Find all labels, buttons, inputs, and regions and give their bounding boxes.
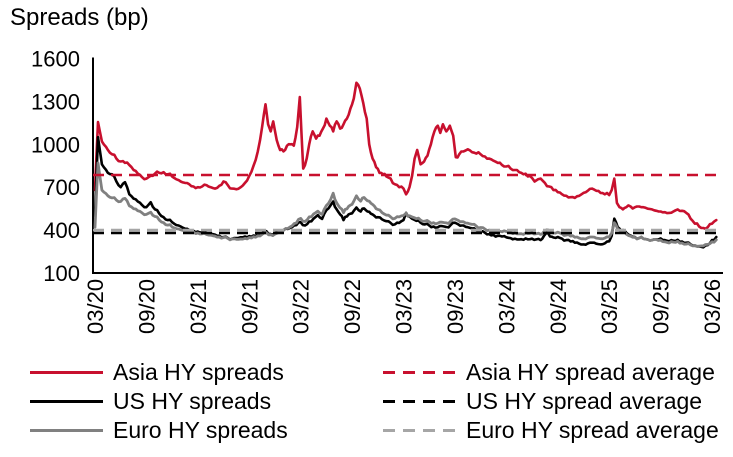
euro-hy-line-sample [30, 429, 103, 432]
x-tick-label: 09/22 [340, 279, 365, 334]
x-tick-label: 09/25 [649, 279, 674, 334]
y-tick-label: 700 [43, 175, 80, 200]
x-tick-label: 03/25 [597, 279, 622, 334]
legend-label: Euro HY spread average [466, 417, 719, 443]
legend-label: Asia HY spreads [113, 359, 284, 385]
euro-hy-average-dash-sample [383, 429, 456, 432]
chart-title: Spreads (bp) [10, 4, 149, 31]
y-tick-label: 1600 [31, 47, 80, 72]
spreads-line-chart: 100 400 700 1000 1300 1600 03/20 09/20 03/21 09/2… [31, 47, 725, 335]
asia-hy-line-sample [30, 371, 103, 374]
legend-label: Asia HY spread average [466, 359, 715, 385]
x-tick-label: 09/23 [443, 279, 468, 334]
legend-label: US HY spreads [113, 388, 272, 414]
legend-column-solid: Asia HY spreads US HY spreads Euro HY sp… [30, 358, 288, 445]
legend-label: Euro HY spreads [113, 417, 288, 443]
y-tick-label: 100 [43, 261, 80, 286]
x-tick-label: 03/20 [83, 279, 108, 334]
x-tick-label: 09/21 [237, 279, 262, 334]
legend-item-us-hy-spreads: US HY spreads [30, 387, 288, 416]
legend-column-average: Asia HY spread average US HY spread aver… [383, 358, 719, 445]
legend-item-euro-hy-spreads: Euro HY spreads [30, 416, 288, 445]
asia-hy-average-dash-sample [383, 371, 456, 374]
asia-hy-spreads-line [93, 81, 718, 231]
y-tick-label: 400 [43, 218, 80, 243]
legend-item-us-hy-average: US HY spread average [383, 387, 719, 416]
legend-item-asia-hy-spreads: Asia HY spreads [30, 358, 288, 387]
x-tick-label: 03/24 [494, 279, 519, 334]
us-hy-average-dash-sample [383, 400, 456, 403]
legend-item-asia-hy-average: Asia HY spread average [383, 358, 719, 387]
y-tick-label: 1300 [31, 89, 80, 114]
x-tick-label: 03/21 [186, 279, 211, 334]
x-tick-label: 03/23 [392, 279, 417, 334]
axis-lines [92, 57, 723, 274]
us-hy-line-sample [30, 400, 103, 403]
legend-label: US HY spread average [466, 388, 703, 414]
chart-legend: Asia HY spreads US HY spreads Euro HY sp… [0, 358, 733, 450]
x-tick-label: 09/24 [546, 279, 571, 334]
x-tick-label: 03/22 [289, 279, 314, 334]
x-tick-label: 03/26 [700, 279, 725, 334]
x-tick-label: 09/20 [134, 279, 159, 334]
legend-item-euro-hy-average: Euro HY spread average [383, 416, 719, 445]
y-tick-label: 1000 [31, 132, 80, 157]
euro-hy-spreads-line [93, 161, 718, 248]
